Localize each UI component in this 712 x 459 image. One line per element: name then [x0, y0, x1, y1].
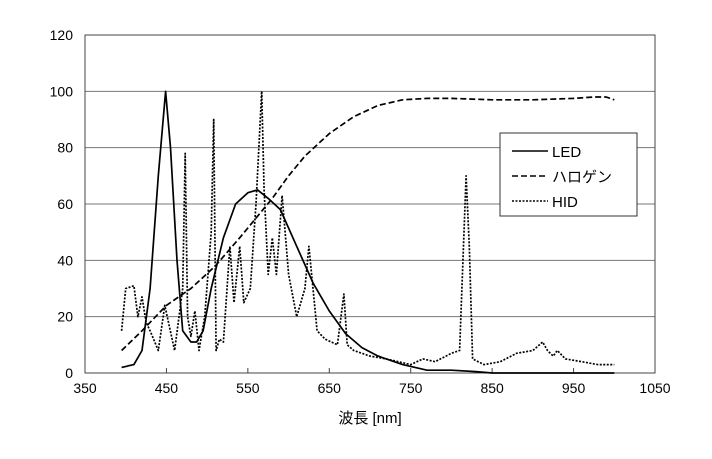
- plot-frame: [84, 34, 656, 374]
- x-tick-label: 750: [399, 380, 423, 396]
- y-tick-label: 40: [57, 252, 73, 268]
- x-tick-label: 850: [480, 380, 504, 396]
- x-tick-label: 350: [73, 380, 97, 396]
- legend-label-halogen: ハロゲン: [552, 169, 612, 186]
- y-tick-label: 0: [65, 365, 73, 381]
- y-tick-label: 120: [50, 27, 74, 43]
- legend-label-led: LED: [552, 144, 581, 161]
- y-tick-label: 60: [57, 196, 73, 212]
- x-tick-label: 650: [318, 380, 342, 396]
- y-tick-label: 80: [57, 140, 73, 156]
- x-tick-label: 950: [562, 380, 586, 396]
- legend-box: [499, 132, 638, 217]
- legend-label-hid: HID: [552, 194, 578, 211]
- legend: LED ハロゲン HID: [499, 132, 638, 217]
- x-tick-label: 450: [155, 380, 179, 396]
- x-tick-label: 550: [236, 380, 260, 396]
- x-tick-label: 1050: [639, 380, 670, 396]
- series-line-hid: [120, 90, 615, 366]
- y-tick-label: 20: [57, 309, 73, 325]
- y-tick-label: 100: [50, 83, 74, 99]
- series-line-led: [121, 90, 615, 374]
- x-axis-label: 波長 [nm]: [338, 410, 401, 427]
- series-line-halogen: [121, 96, 615, 352]
